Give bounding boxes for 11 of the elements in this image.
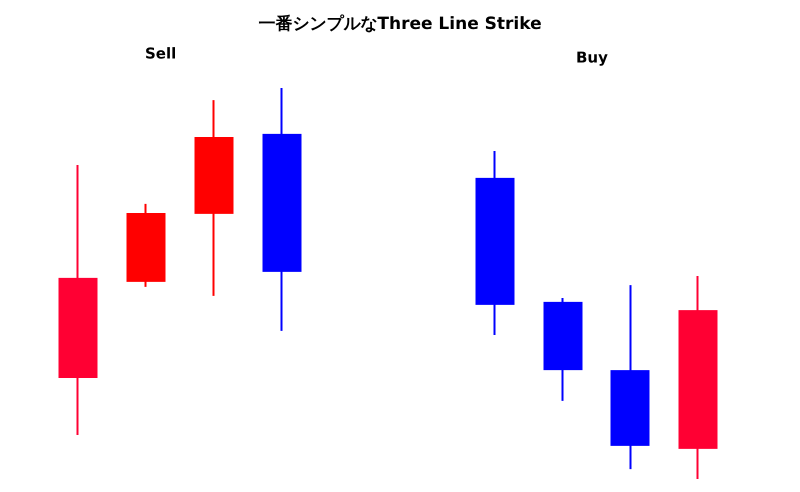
text: Sell — [145, 44, 176, 62]
candlestick — [610, 284, 650, 470]
candlestick — [544, 296, 582, 402]
candlestick — [262, 87, 302, 332]
candlestick — [126, 202, 166, 288]
text: 一番シンプルなThree Line Strike — [257, 13, 543, 35]
text: Buy — [576, 48, 608, 66]
candlestick — [58, 164, 98, 436]
candlestick — [194, 99, 234, 297]
candlestick — [476, 150, 514, 336]
candlestick — [678, 274, 718, 480]
